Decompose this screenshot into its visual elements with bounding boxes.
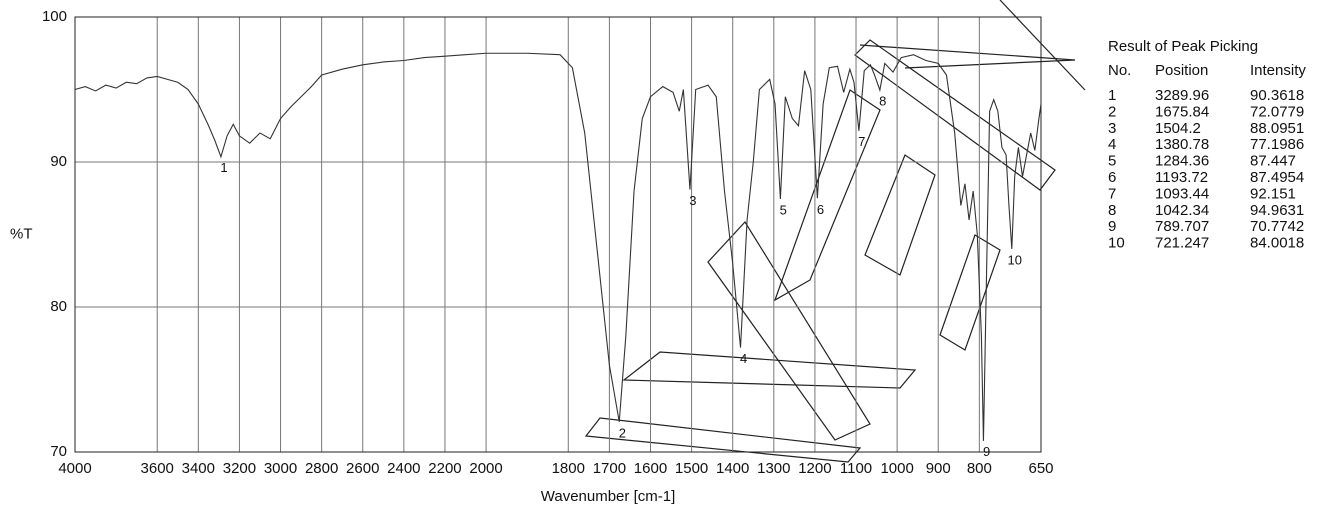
table-cell: 8 [1108,202,1116,219]
peak-label: 8 [879,93,886,108]
table-cell: 1504.2 [1155,120,1201,137]
x-axis-label: Wavenumber [cm-1] [541,488,675,505]
table-cell: 6 [1108,169,1116,186]
peak-label: 1 [220,160,227,175]
peak-label: 9 [983,444,990,459]
y-axis-label: %T [10,225,33,242]
table-cell: 5 [1108,153,1116,170]
peak-label: 2 [619,425,626,440]
table-cell: 4 [1108,136,1116,153]
table-cell: 1380.78 [1155,136,1209,153]
table-cell: 789.707 [1155,218,1209,235]
x-tick-label: 2800 [305,460,338,477]
table-header: No. [1108,62,1131,79]
table-cell: 9 [1108,218,1116,235]
x-tick-label: 1100 [840,460,872,477]
x-tick-label: 2400 [387,460,420,477]
table-cell: 94.9631 [1250,202,1304,219]
table-cell: 92.151 [1250,185,1296,202]
peak-label: 10 [1007,252,1021,267]
table-cell: 2 [1108,103,1116,120]
table-cell: 1093.44 [1155,185,1209,202]
y-tick-label: 90 [50,153,67,170]
table-cell: 3 [1108,120,1116,137]
peak-label: 3 [689,193,696,208]
table-cell: 10 [1108,235,1125,252]
table-cell: 3289.96 [1155,87,1209,104]
table-cell: 90.3618 [1250,87,1304,104]
x-tick-label: 2200 [428,460,461,477]
peak-label: 5 [780,202,787,217]
table-header: Position [1155,62,1208,79]
x-tick-label: 1500 [675,460,708,477]
table-cell: 72.0779 [1250,103,1304,120]
x-tick-label: 1300 [757,460,790,477]
table-cell: 1284.36 [1155,153,1209,170]
table-cell: 721.247 [1155,235,1209,252]
table-cell: 84.0018 [1250,235,1304,252]
table-cell: 1193.72 [1155,169,1208,186]
table-title: Result of Peak Picking [1108,38,1258,55]
x-tick-label: 1700 [593,460,626,477]
x-tick-label: 3600 [141,460,174,477]
x-tick-label: 900 [926,460,951,477]
table-cell: 1675.84 [1155,103,1209,120]
peak-label: 6 [817,202,824,217]
table-header: Intensity [1250,62,1306,79]
table-cell: 88.0951 [1250,120,1304,137]
y-tick-label: 100 [42,8,67,25]
x-tick-label: 3400 [182,460,215,477]
x-tick-label: 1400 [716,460,749,477]
x-tick-label: 1600 [634,460,667,477]
y-tick-label: 80 [50,298,67,315]
peak-label: 7 [858,134,865,149]
table-cell: 1 [1108,87,1116,104]
x-tick-label: 3200 [223,460,256,477]
x-tick-label: 1000 [880,460,913,477]
table-cell: 87.4954 [1250,169,1304,186]
plot-frame [74,16,1042,453]
spectrum-line [74,52,1042,441]
x-tick-label: 650 [1028,460,1053,477]
table-cell: 1042.34 [1155,202,1209,219]
table-cell: 77.1986 [1250,136,1304,153]
table-cell: 7 [1108,185,1116,202]
x-tick-label: 800 [967,460,992,477]
x-tick-label: 2000 [469,460,502,477]
x-tick-label: 2600 [346,460,379,477]
x-tick-label: 1800 [552,460,585,477]
x-tick-label: 1200 [798,460,831,477]
x-tick-label: 4000 [58,460,91,477]
y-tick-label: 70 [50,443,67,460]
table-cell: 70.7742 [1250,218,1304,235]
peak-label: 4 [740,351,747,366]
table-cell: 87.447 [1250,153,1296,170]
x-tick-label: 3000 [264,460,297,477]
